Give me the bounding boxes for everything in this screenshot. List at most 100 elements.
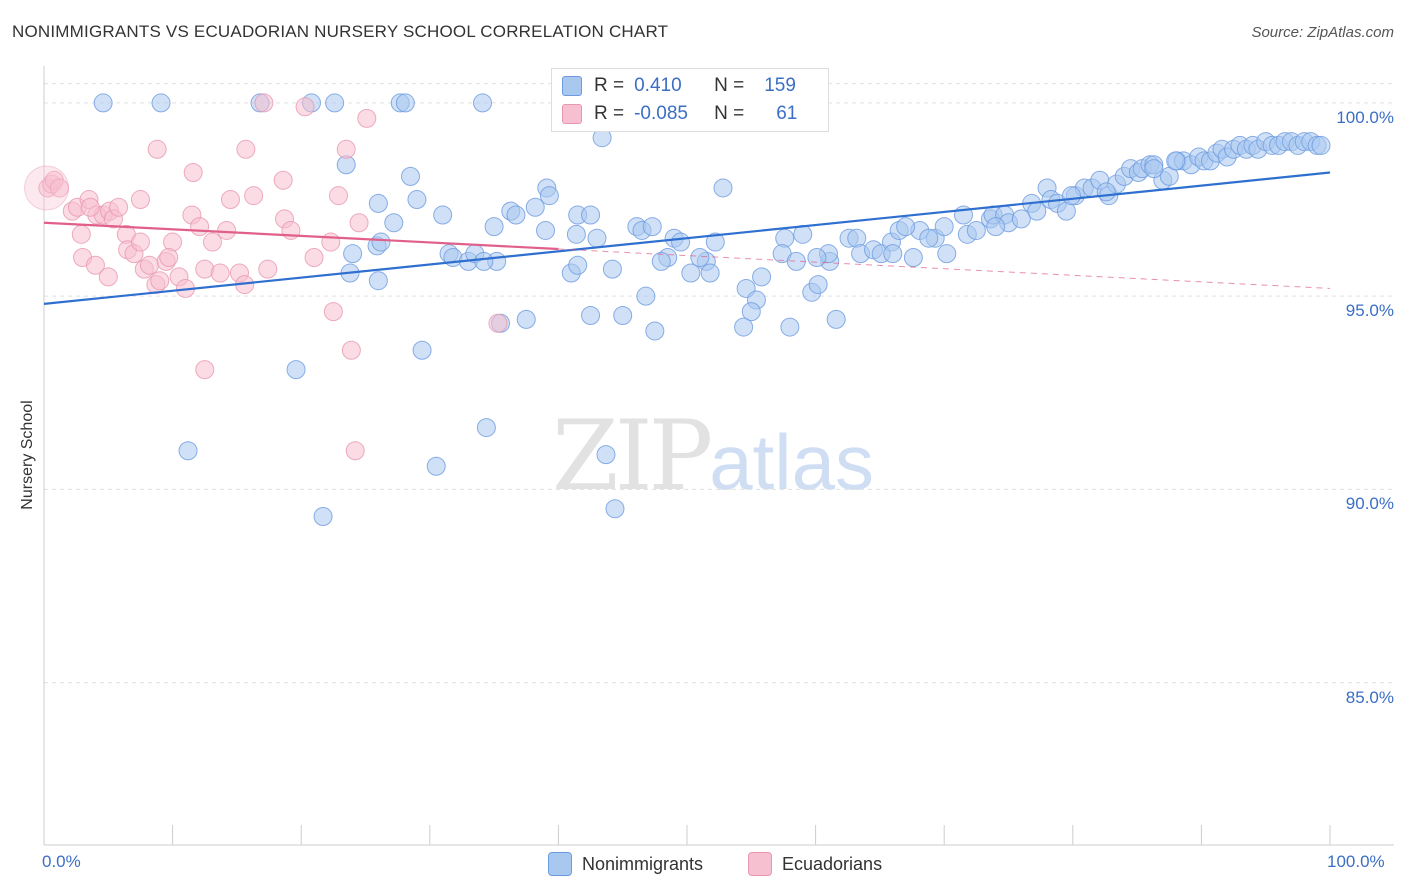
ecuadorians-trend-extension <box>558 248 1331 289</box>
nonimmigrants-point <box>1011 209 1031 229</box>
legend-swatch-pink <box>562 104 582 124</box>
nonimmigrants-point <box>325 93 345 113</box>
ecuadorians-point <box>202 232 222 252</box>
legend-row-ecuadorians: R = -0.085 N = 61 <box>562 100 797 128</box>
ecuadorians-point <box>183 162 203 182</box>
nonimmigrants-point <box>536 220 556 240</box>
x-tick-label-min: 0.0% <box>42 852 81 871</box>
legend-n-value: 61 <box>776 103 798 124</box>
series-legend-nonimmigrants: Nonimmigrants <box>548 852 703 876</box>
legend-n-value: 159 <box>764 75 796 96</box>
nonimmigrants-point <box>636 286 656 306</box>
nonimmigrants-point <box>474 251 494 271</box>
ecuadorians-point <box>254 93 274 113</box>
nonimmigrants-point <box>780 317 800 337</box>
nonimmigrants-point <box>1166 151 1186 171</box>
legend-r-value: -0.085 <box>634 103 688 124</box>
nonimmigrants-point <box>473 93 493 113</box>
nonimmigrants-trend-line <box>43 171 1331 305</box>
ecuadorians-trend-line <box>43 221 559 251</box>
y-axis-label: Nursery School <box>19 400 36 510</box>
ecuadorians-point <box>236 139 256 159</box>
nonimmigrants-point <box>476 418 496 438</box>
nonimmigrants-point <box>681 263 701 283</box>
series-label: Nonimmigrants <box>582 853 704 874</box>
nonimmigrants-point <box>178 441 198 461</box>
ecuadorians-point <box>80 197 100 217</box>
ecuadorians-point <box>258 259 278 279</box>
nonimmigrants-point <box>596 445 616 465</box>
series-swatch-blue <box>548 852 572 876</box>
series-legend-ecuadorians: Ecuadorians <box>748 852 882 876</box>
nonimmigrants-point <box>613 305 633 325</box>
nonimmigrants-point <box>642 217 662 237</box>
ecuadorians-point <box>159 248 179 268</box>
legend-r-label: R = <box>594 75 625 96</box>
ecuadorians-point <box>488 313 508 333</box>
ecuadorians-point <box>147 139 167 159</box>
nonimmigrants-point <box>566 224 586 244</box>
y-tick-label: 90.0% <box>1345 494 1394 514</box>
nonimmigrants-point <box>645 321 665 341</box>
nonimmigrants-point <box>807 248 827 268</box>
nonimmigrants-point <box>734 317 754 337</box>
nonimmigrants-point <box>934 217 954 237</box>
nonimmigrants-point <box>605 499 625 519</box>
nonimmigrants-point <box>986 217 1006 237</box>
nonimmigrants-point <box>919 228 939 248</box>
ecuadorians-point <box>130 232 150 252</box>
watermark-zip: ZIP <box>552 400 713 512</box>
nonimmigrants-point <box>516 309 536 329</box>
ecuadorians-point <box>244 186 264 206</box>
legend-row-nonimmigrants: R = 0.410 N = 159 <box>562 72 796 100</box>
legend-r-value: 0.410 <box>634 75 682 96</box>
nonimmigrants-point <box>651 251 671 271</box>
nonimmigrants-point <box>966 220 986 240</box>
y-tick-label: 100.0% <box>1336 107 1394 127</box>
nonimmigrants-point <box>581 305 601 325</box>
nonimmigrants-point <box>568 255 588 275</box>
ecuadorians-point <box>349 213 369 233</box>
nonimmigrants-point <box>93 93 113 113</box>
nonimmigrants-point <box>371 232 391 252</box>
watermark: ZIPatlas <box>552 400 874 512</box>
nonimmigrants-point <box>412 340 432 360</box>
nonimmigrants-point <box>752 267 772 287</box>
nonimmigrants-point <box>401 166 421 186</box>
nonimmigrants-point <box>484 217 504 237</box>
series-label: Ecuadorians <box>782 853 883 874</box>
nonimmigrants-point <box>539 186 559 206</box>
ecuadorians-cluster-point <box>24 165 70 211</box>
ecuadorians-point <box>345 441 365 461</box>
correlation-legend: R = 0.410 N = 159 R = -0.085 N = 61 <box>551 68 829 132</box>
legend-n-label: N = <box>714 75 745 96</box>
nonimmigrants-point <box>506 205 526 225</box>
nonimmigrants-point <box>407 190 427 210</box>
watermark-atlas: atlas <box>709 418 874 506</box>
ecuadorians-point <box>273 170 293 190</box>
nonimmigrants-point <box>690 248 710 268</box>
ecuadorians-point <box>295 97 315 117</box>
nonimmigrants-point <box>368 271 388 291</box>
nonimmigrants-point <box>883 244 903 264</box>
ecuadorians-point <box>210 263 230 283</box>
legend-swatch-blue <box>562 76 582 96</box>
nonimmigrants-point <box>1062 186 1082 206</box>
ecuadorians-point <box>220 190 240 210</box>
series-swatch-pink <box>748 852 772 876</box>
chart-title: NONIMMIGRANTS VS ECUADORIAN NURSERY SCHO… <box>12 22 669 41</box>
nonimmigrants-point <box>1096 182 1116 202</box>
nonimmigrants-point <box>151 93 171 113</box>
ecuadorians-point <box>217 220 237 240</box>
x-tick-label-max: 100.0% <box>1327 852 1385 871</box>
nonimmigrants-point <box>602 259 622 279</box>
nonimmigrants-point <box>368 193 388 213</box>
y-tick-label: 85.0% <box>1345 687 1394 707</box>
ecuadorians-point <box>150 271 170 291</box>
ecuadorians-point <box>98 267 118 287</box>
nonimmigrants-point <box>775 228 795 248</box>
legend-n-label: N = <box>714 103 745 124</box>
nonimmigrants-point <box>1144 159 1164 179</box>
ecuadorians-point <box>139 255 159 275</box>
